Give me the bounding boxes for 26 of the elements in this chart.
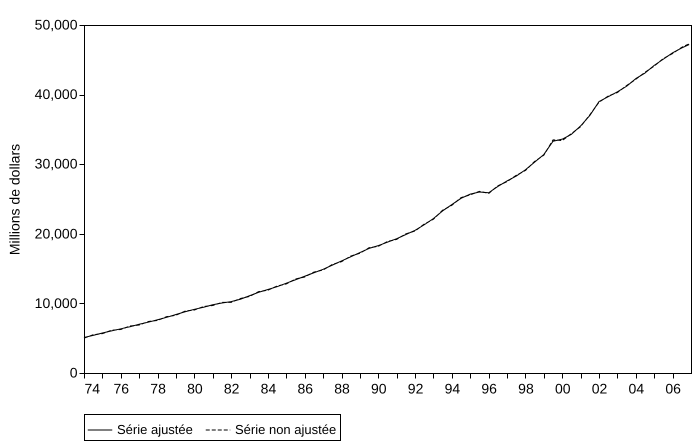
x-tick-label: 90: [371, 380, 387, 396]
x-tick-label: 04: [628, 380, 644, 396]
x-tick-label: 96: [481, 380, 498, 396]
legend-label: Série ajustée: [117, 422, 193, 437]
legend-label: Série non ajustée: [235, 422, 336, 437]
y-tick-label: 50,000: [34, 16, 78, 32]
x-tick-label: 88: [334, 380, 350, 396]
y-tick-label: 40,000: [34, 86, 78, 102]
x-tick-label: 92: [408, 380, 424, 396]
x-tick-label: 06: [665, 380, 682, 396]
x-tick-label: 84: [260, 380, 276, 396]
x-tick-label: 76: [114, 380, 130, 396]
x-tick-label: 80: [187, 380, 203, 396]
x-tick-label: 86: [297, 380, 314, 396]
y-tick-label: 30,000: [34, 156, 78, 172]
x-tick-label: 78: [150, 380, 166, 396]
x-tick-label: 00: [554, 380, 571, 396]
x-tick-label: 98: [518, 380, 534, 396]
y-tick-label: 0: [70, 364, 78, 380]
x-tick-label: 74: [84, 380, 100, 396]
x-tick-label: 02: [592, 380, 608, 396]
y-tick-label: 10,000: [34, 294, 78, 311]
y-axis-title: Millions de dollars: [6, 144, 23, 256]
x-tick-label: 94: [444, 380, 460, 396]
y-tick-label: 20,000: [34, 225, 78, 242]
x-tick-label: 82: [224, 380, 240, 396]
